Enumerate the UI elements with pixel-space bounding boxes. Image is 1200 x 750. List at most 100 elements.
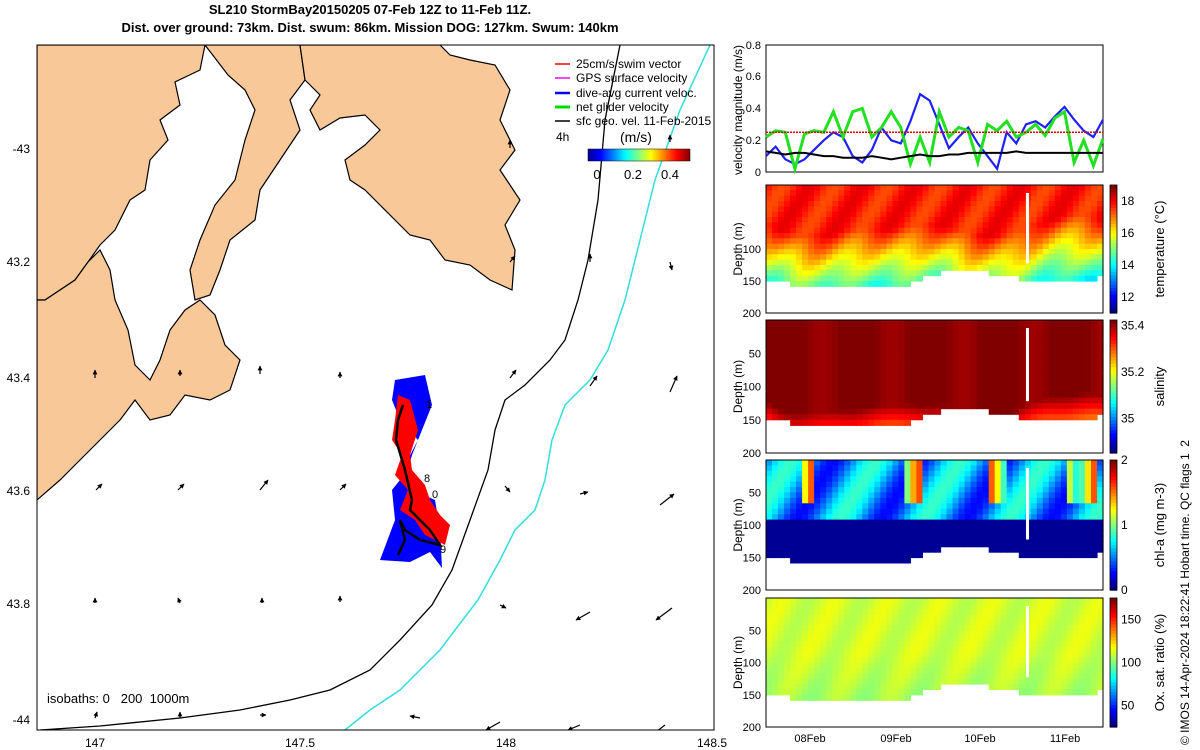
heatmap-cell — [814, 662, 821, 669]
heatmap-cell — [1066, 414, 1074, 421]
heatmap-cell — [1030, 492, 1038, 499]
heatmap-cell — [1000, 249, 1008, 255]
heatmap-cell — [994, 630, 1002, 637]
heatmap-cell — [778, 684, 785, 690]
heatmap-cell — [1018, 678, 1026, 685]
depth-ytick: 200 — [743, 448, 761, 460]
heatmap-cell — [856, 342, 863, 349]
heatmap-cell — [790, 414, 797, 421]
heatmap-cell — [1048, 624, 1056, 631]
heatmap-cell — [868, 403, 875, 410]
colorbar-segment — [1110, 577, 1117, 581]
heatmap-cell — [796, 238, 803, 245]
colorbar-segment — [1110, 300, 1117, 304]
heatmap-cell — [1097, 684, 1104, 690]
heatmap-cell — [940, 667, 948, 674]
heatmap-cell — [1097, 646, 1104, 653]
heatmap-cell — [952, 487, 960, 494]
heatmap-cell — [838, 552, 845, 559]
heatmap-cell — [826, 689, 833, 696]
colorbar-segment — [1110, 207, 1117, 212]
heatmap-cell — [1084, 243, 1092, 250]
heatmap-cell — [1024, 270, 1032, 277]
heatmap-cell — [796, 492, 803, 499]
heatmap-cell — [766, 514, 773, 521]
heatmap-cell — [1097, 397, 1104, 404]
heatmap-cell — [970, 657, 978, 664]
heatmap-cell — [976, 492, 984, 499]
heatmap-cell — [778, 630, 785, 637]
heatmap-cell — [928, 249, 936, 255]
heatmap-cell — [850, 195, 857, 202]
heatmap-cell — [1006, 619, 1014, 626]
heatmap-cell — [832, 227, 839, 234]
heatmap-cell — [1078, 646, 1086, 653]
heatmap-cell — [964, 624, 972, 631]
heatmap-cell — [856, 470, 863, 477]
heatmap-cell — [904, 641, 911, 647]
heatmap-cell — [1066, 624, 1074, 631]
heatmap-cell — [1048, 358, 1056, 365]
heatmap-cell — [808, 497, 815, 504]
heatmap-cell — [814, 206, 821, 213]
heatmap-cell — [922, 325, 930, 332]
heatmap-cell — [784, 678, 791, 685]
heatmap-cell — [784, 508, 791, 515]
heatmap-cell — [1091, 243, 1098, 250]
heatmap-cell — [982, 233, 990, 239]
heatmap-cell — [844, 342, 851, 349]
heatmap-cell — [814, 535, 821, 542]
heatmap-cell — [1054, 497, 1062, 504]
heatmap-cell — [1078, 624, 1086, 631]
heatmap-cell — [1054, 614, 1062, 621]
colorbar-tick: 12 — [1121, 290, 1135, 304]
heatmap-cell — [946, 598, 954, 604]
heatmap-cell — [832, 651, 839, 658]
heatmap-cell — [808, 508, 815, 515]
heatmap-cell — [982, 254, 990, 261]
heatmap-cell — [862, 598, 869, 604]
heatmap-cell — [940, 535, 948, 542]
heatmap-cell — [982, 342, 990, 349]
heatmap-cell — [862, 414, 869, 421]
heatmap-cell — [1018, 265, 1026, 271]
heatmap-cell — [874, 646, 881, 653]
heatmap-cell — [874, 470, 881, 477]
heatmap-cell — [1078, 190, 1086, 197]
heatmap-cell — [826, 347, 833, 354]
heatmap-cell — [856, 414, 863, 421]
heatmap-cell — [886, 497, 893, 504]
heatmap-cell — [868, 684, 875, 690]
heatmap-cell — [1042, 541, 1050, 548]
heatmap-cell — [940, 541, 948, 548]
heatmap-cell — [1054, 403, 1062, 410]
isobaths-label: isobaths: 0 200 1000m — [47, 691, 189, 706]
track-label: 0 — [432, 489, 438, 501]
heatmap-cell — [784, 358, 791, 365]
heatmap-cell — [856, 386, 863, 393]
heatmap-cell — [1042, 270, 1050, 277]
heatmap-cell — [898, 497, 905, 504]
heatmap-cell — [838, 525, 845, 531]
heatmap-cell — [982, 481, 990, 488]
heatmap-cell — [1006, 624, 1014, 631]
heatmap-cell — [994, 206, 1002, 213]
heatmap-cell — [766, 195, 773, 202]
heatmap-cell — [1006, 381, 1014, 388]
heatmap-cell — [982, 619, 990, 626]
heatmap-cell — [766, 375, 773, 382]
heatmap-cell — [916, 497, 923, 504]
heatmap-cell — [1084, 353, 1092, 360]
heatmap-cell — [850, 386, 857, 393]
heatmap-cell — [820, 414, 827, 421]
heatmap-cell — [1078, 397, 1086, 404]
heatmap-cell — [796, 419, 803, 426]
heatmap-cell — [766, 476, 773, 483]
heatmap-cell — [826, 503, 833, 510]
heatmap-cell — [892, 694, 899, 701]
heatmap-cell — [964, 641, 972, 647]
colorbar-segment — [1110, 201, 1117, 205]
heatmap-cell — [976, 342, 984, 349]
heatmap-cell — [946, 492, 954, 499]
heatmap-cell — [862, 206, 869, 213]
